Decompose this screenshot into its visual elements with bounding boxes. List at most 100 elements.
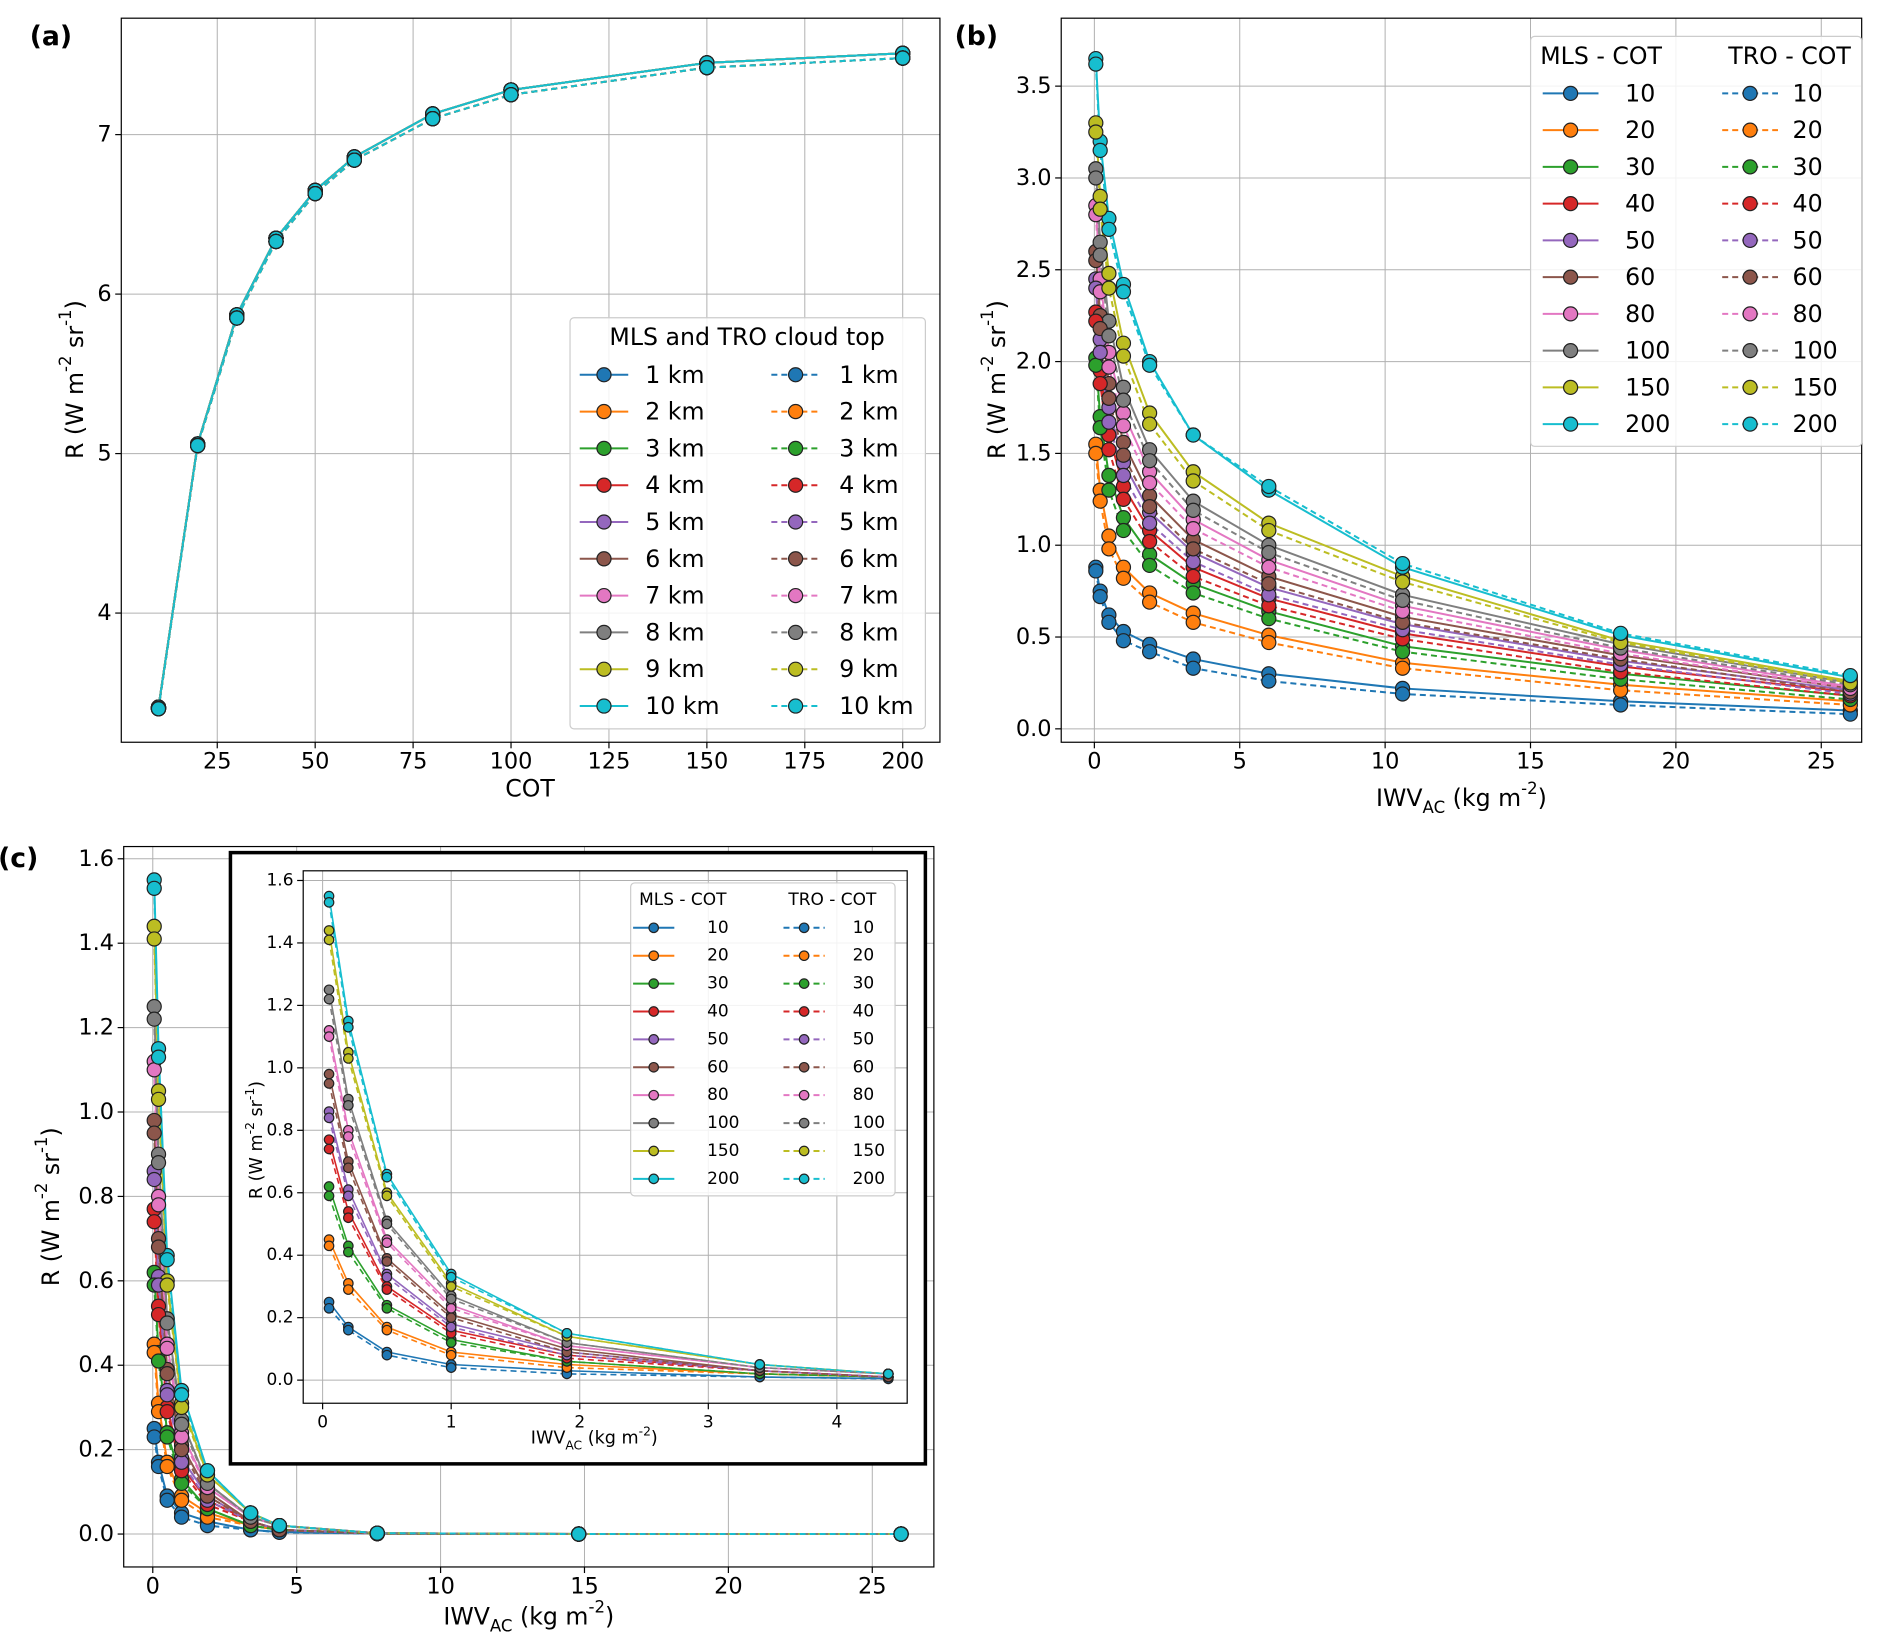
data-point xyxy=(150,1049,167,1065)
data-point xyxy=(1185,614,1201,630)
data-point xyxy=(343,1131,354,1142)
legend-label: 50 xyxy=(1625,226,1655,254)
data-point xyxy=(150,1239,167,1255)
series-line xyxy=(1094,570,1851,716)
legend-marker xyxy=(1742,232,1758,249)
data-point xyxy=(1092,234,1108,250)
y-axis-label: R (W m-2 sr-1) xyxy=(32,1127,65,1286)
legend-marker xyxy=(1742,379,1758,396)
data-point xyxy=(561,1327,573,1339)
data-point xyxy=(1394,592,1411,608)
legend-label: 30 xyxy=(1793,153,1823,181)
data-point xyxy=(150,1091,167,1107)
panel: 0 5 10 15 20 25 0.0 0.5 1.0 1.5 2.0 2.5 3.0 3.5 (b) IWV… xyxy=(955,17,1863,817)
legend-marker xyxy=(1562,342,1579,359)
legend-box xyxy=(1529,35,1863,447)
y-axis-label-part: ) xyxy=(61,300,89,309)
legend-marker xyxy=(596,551,612,567)
data-point xyxy=(343,1324,354,1336)
legend-marker xyxy=(648,1173,660,1185)
data-point xyxy=(1101,482,1117,498)
data-point xyxy=(159,1252,175,1268)
data-point xyxy=(159,1277,175,1293)
data-point xyxy=(1088,563,1104,579)
legend-label: 40 xyxy=(707,1001,729,1021)
data-point xyxy=(1185,473,1201,489)
data-point xyxy=(445,1302,457,1314)
data-point xyxy=(893,1526,909,1542)
data-point xyxy=(190,437,206,454)
legend-marker xyxy=(648,1006,660,1017)
data-point xyxy=(323,984,335,996)
data-point xyxy=(1185,585,1201,601)
legend-marker xyxy=(1562,195,1579,212)
x-tick-label: 3 xyxy=(703,1413,714,1433)
data-point xyxy=(1101,414,1117,430)
y-axis-label-part: -2 xyxy=(56,355,75,372)
legend-label: 150 xyxy=(1625,373,1670,401)
data-point xyxy=(1613,697,1629,713)
panel: 0 1 2 3 4 0.0 0.2 0.4 0.6 0.8 1.0 1.2 1.4 1.6 IWVAC (k… xyxy=(228,850,928,1466)
data-point xyxy=(343,1190,354,1202)
legend-marker xyxy=(798,950,810,962)
data-point xyxy=(1101,528,1117,544)
x-tick-label: 4 xyxy=(831,1413,842,1433)
data-point xyxy=(150,1353,167,1369)
x-axis-label: IWVAC (kg m-2) xyxy=(1376,779,1547,817)
data-point xyxy=(1092,493,1108,509)
data-point xyxy=(1394,574,1411,590)
data-point xyxy=(1141,475,1158,491)
legend-marker xyxy=(787,514,804,530)
data-point xyxy=(159,1458,175,1475)
legend-label: 200 xyxy=(1625,410,1670,438)
x-axis-label-part: ) xyxy=(651,1428,658,1448)
data-point xyxy=(381,1324,393,1336)
data-point xyxy=(1185,541,1201,557)
data-point xyxy=(323,925,335,936)
data-point xyxy=(150,1197,167,1213)
series-line xyxy=(1094,64,1851,677)
legend-title: TRO - COT xyxy=(787,890,877,910)
legend-marker xyxy=(1562,85,1579,102)
data-point xyxy=(307,185,323,202)
series-line xyxy=(1094,567,1851,712)
data-point xyxy=(146,998,162,1015)
legend-label: 150 xyxy=(1793,373,1838,401)
x-axis-label-part: AC xyxy=(490,1617,513,1636)
legend-label: 100 xyxy=(1793,337,1838,365)
data-point xyxy=(1115,405,1132,421)
data-point xyxy=(381,1271,393,1283)
y-axis-label-part: -2 xyxy=(978,355,997,372)
y-axis-label-part: -1 xyxy=(243,1088,257,1100)
data-point xyxy=(268,233,284,250)
data-point xyxy=(146,1125,162,1141)
data-point xyxy=(1101,280,1117,296)
data-point xyxy=(1842,667,1858,684)
y-tick-label: 1.2 xyxy=(267,995,294,1015)
legend-marker xyxy=(596,514,612,530)
x-tick-label: 25 xyxy=(858,1573,887,1599)
x-axis-label-part: AC xyxy=(565,1438,582,1452)
x-axis-label: IWVAC (kg m-2) xyxy=(531,1424,658,1452)
legend-marker xyxy=(798,1006,810,1017)
data-point xyxy=(1088,56,1104,72)
x-tick-label: 50 xyxy=(301,749,330,775)
legend-label: 40 xyxy=(1793,190,1823,218)
data-point xyxy=(159,1315,175,1331)
data-point xyxy=(150,1155,167,1171)
panel: 25 50 75 100 125 150 175 200 4 5 6 7 (a) COT R (W m-2 … xyxy=(30,17,941,802)
y-axis-label-part: sr xyxy=(247,1099,267,1122)
series-line xyxy=(1094,177,1851,686)
data-point xyxy=(1088,357,1104,373)
y-axis-label: R (W m-2 sr-1) xyxy=(56,300,89,459)
legend-marker xyxy=(787,367,804,383)
x-tick-label: 25 xyxy=(1807,749,1836,775)
legend-box xyxy=(569,317,926,730)
legend-label: 150 xyxy=(707,1141,739,1161)
legend-label: 150 xyxy=(853,1141,885,1161)
legend-label: 7 km xyxy=(645,582,704,610)
x-tick-label: 100 xyxy=(490,749,533,775)
legend-label: 7 km xyxy=(839,582,898,610)
legend-marker xyxy=(798,978,810,989)
data-point xyxy=(159,1387,175,1403)
